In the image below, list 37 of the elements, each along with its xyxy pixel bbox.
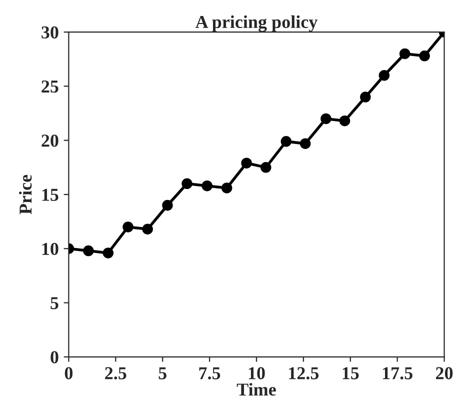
- point: [360, 92, 371, 102]
- point: [300, 138, 311, 149]
- x-tick-label: 2.5: [105, 367, 126, 380]
- x-tick-label: 20: [436, 367, 453, 380]
- y-axis-title: Price: [18, 174, 32, 214]
- point: [339, 115, 350, 126]
- point: [378, 70, 390, 81]
- point: [419, 50, 430, 62]
- x-axis-title: Time: [236, 382, 276, 396]
- x-tick-label: 15: [342, 367, 359, 380]
- y-tick-label: 0: [50, 351, 58, 364]
- point: [142, 224, 153, 235]
- point: [162, 200, 173, 211]
- y-tick-label: 30: [42, 26, 58, 39]
- y-tick-label: 20: [42, 134, 58, 147]
- point: [241, 158, 252, 168]
- point: [221, 182, 232, 194]
- point: [202, 180, 212, 192]
- point: [280, 136, 292, 147]
- x-tick-label: 17.5: [382, 367, 412, 380]
- y-tick-label: 5: [50, 297, 58, 310]
- x-tick-label: 10: [248, 367, 265, 380]
- x-tick-label: 0: [64, 367, 73, 380]
- x-tick-label: 7.5: [199, 367, 220, 380]
- point: [260, 162, 272, 173]
- point: [122, 222, 134, 232]
- point: [83, 245, 94, 256]
- point: [102, 248, 114, 258]
- x-tick-label: 12.5: [289, 367, 319, 380]
- y-tick-label: 10: [42, 242, 58, 256]
- point: [399, 48, 410, 60]
- point: [320, 113, 332, 124]
- x-tick-label: 5: [158, 367, 166, 380]
- y-tick-label: 25: [42, 80, 58, 93]
- y-tick-label: 15: [42, 188, 58, 201]
- chart-title: A pricing policy: [195, 15, 318, 32]
- point: [182, 178, 192, 190]
